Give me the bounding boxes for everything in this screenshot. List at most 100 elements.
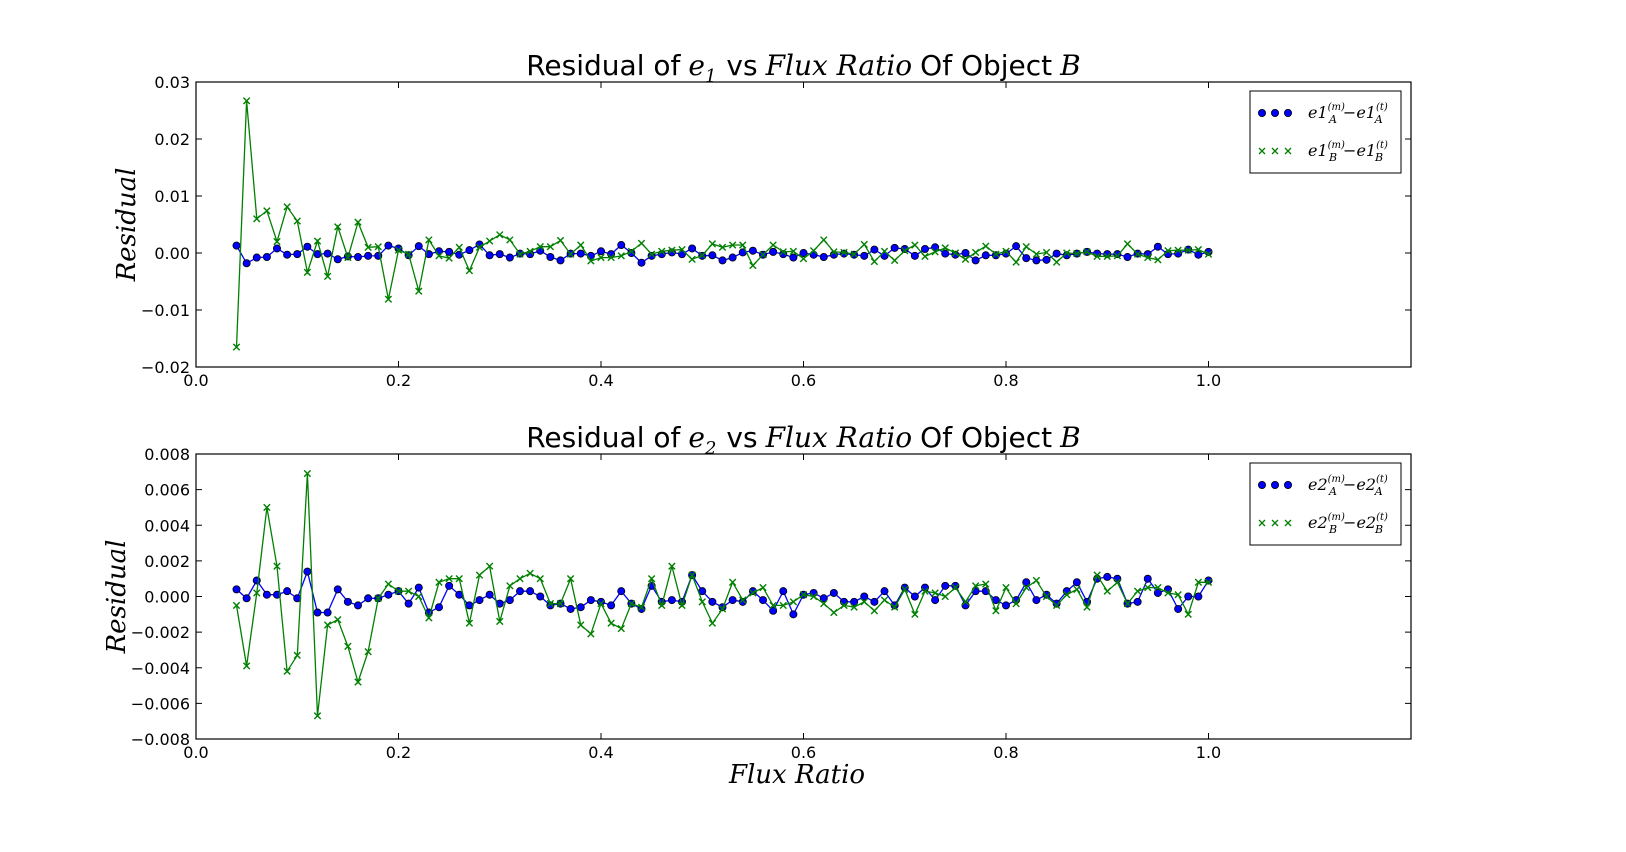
data-point <box>445 254 453 262</box>
legend-sup: (t) <box>1376 512 1388 523</box>
data-point <box>718 243 727 251</box>
series-line <box>235 473 1209 716</box>
y-tick-label: −0.004 <box>131 659 190 678</box>
title-object: B <box>1059 421 1081 454</box>
data-point <box>1153 242 1162 251</box>
data-point <box>1032 596 1041 605</box>
data-point <box>293 651 301 659</box>
data-point <box>1144 253 1152 262</box>
data-point <box>334 615 342 624</box>
title-suffix: Of Object <box>920 421 1052 454</box>
data-point <box>1184 592 1193 601</box>
data-point <box>353 601 362 610</box>
data-point <box>789 253 798 262</box>
data-point <box>1022 583 1030 592</box>
legend-marker <box>1284 147 1292 155</box>
data-point <box>394 587 403 595</box>
data-point <box>1103 252 1111 261</box>
data-point <box>1194 250 1203 259</box>
chart-title: Residual of e2 vs Flux Ratio Of Object B <box>526 421 1081 459</box>
data-point <box>617 587 626 596</box>
data-point <box>617 241 626 250</box>
data-point <box>1042 592 1051 601</box>
data-point <box>415 287 423 295</box>
data-point <box>414 242 423 251</box>
data-point <box>647 250 656 258</box>
data-point <box>1164 589 1172 597</box>
data-point <box>1103 572 1112 581</box>
data-point <box>384 590 393 599</box>
title-variable: Flux Ratio <box>765 49 913 82</box>
data-point <box>1002 247 1010 255</box>
data-point <box>698 251 706 259</box>
legend-sub: B <box>1328 151 1337 164</box>
data-point <box>890 243 899 252</box>
data-point <box>840 597 849 606</box>
legend-label: e1(m) A −e1(t) A <box>1308 102 1388 126</box>
title-prefix: Residual of <box>526 421 681 454</box>
data-point <box>820 599 828 608</box>
legend-base: e1 <box>1308 141 1328 160</box>
data-point <box>242 97 251 105</box>
data-point <box>516 574 524 583</box>
data-point <box>728 596 737 605</box>
data-point <box>465 601 474 610</box>
data-point <box>789 598 798 606</box>
title-variable: Flux Ratio <box>765 421 913 454</box>
data-point <box>779 587 788 596</box>
y-tick-label: −0.02 <box>141 358 190 377</box>
data-point <box>597 253 605 262</box>
data-point <box>951 249 960 257</box>
data-point <box>617 624 625 633</box>
y-tick-label: 0.00 <box>154 244 190 263</box>
data-point <box>232 601 241 610</box>
data-point <box>607 601 616 610</box>
data-point <box>870 607 879 615</box>
data-point <box>870 245 879 254</box>
data-point <box>587 630 595 638</box>
title-symbol: e <box>688 49 705 82</box>
data-point <box>1133 597 1142 606</box>
data-point <box>445 247 454 256</box>
data-point <box>253 215 261 223</box>
legend-sup: (t) <box>1376 102 1388 113</box>
data-point <box>506 236 514 244</box>
data-point <box>769 247 778 256</box>
data-point <box>505 596 514 605</box>
data-point <box>870 257 879 266</box>
data-point <box>475 243 484 251</box>
data-point <box>860 240 868 249</box>
data-point <box>1103 587 1111 595</box>
y-axis-label: Residual <box>112 168 142 283</box>
data-point <box>273 237 281 246</box>
legend-sub: B <box>1374 151 1383 164</box>
data-point <box>1022 254 1031 263</box>
data-point <box>283 203 291 211</box>
data-point <box>718 256 727 265</box>
panel-e1: Residual of e1 vs Flux Ratio Of Object B0.0 0.… <box>112 49 1412 390</box>
data-point <box>566 250 575 258</box>
data-point <box>860 592 869 601</box>
data-point <box>921 587 929 595</box>
data-point <box>263 503 271 512</box>
data-point <box>242 594 251 603</box>
y-tick-label: 0.03 <box>154 73 190 92</box>
legend-marker <box>1258 480 1267 489</box>
data-point <box>253 589 261 597</box>
series-model-b <box>232 97 1213 351</box>
legend-sup: (t) <box>1376 140 1388 151</box>
data-point <box>586 596 595 605</box>
x-tick-label: 0.2 <box>386 743 411 762</box>
data-point <box>546 252 555 261</box>
data-point <box>344 642 352 651</box>
data-point <box>910 592 919 601</box>
data-point <box>799 591 808 599</box>
legend-marker <box>1284 480 1293 489</box>
data-point <box>637 258 646 267</box>
title-subscript: 2 <box>704 438 716 459</box>
legend-marker <box>1284 109 1293 118</box>
data-point <box>577 621 585 629</box>
data-point <box>597 247 606 256</box>
data-point <box>323 272 332 281</box>
title-prefix: Residual of <box>526 49 681 82</box>
